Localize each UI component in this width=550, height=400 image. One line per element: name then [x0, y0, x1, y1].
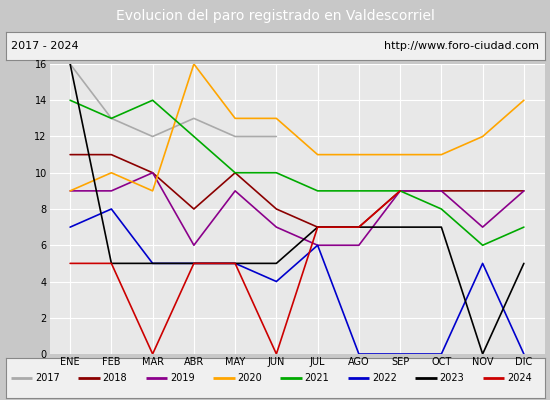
- Text: 2019: 2019: [170, 373, 195, 383]
- Text: 2018: 2018: [102, 373, 127, 383]
- Text: 2024: 2024: [507, 373, 531, 383]
- Text: 2023: 2023: [439, 373, 464, 383]
- Text: 2020: 2020: [237, 373, 262, 383]
- Text: Evolucion del paro registrado en Valdescorriel: Evolucion del paro registrado en Valdesc…: [116, 9, 435, 23]
- Text: 2017 - 2024: 2017 - 2024: [11, 41, 79, 51]
- Text: 2022: 2022: [372, 373, 397, 383]
- Text: 2017: 2017: [35, 373, 60, 383]
- Text: 2021: 2021: [305, 373, 329, 383]
- Text: http://www.foro-ciudad.com: http://www.foro-ciudad.com: [384, 41, 539, 51]
